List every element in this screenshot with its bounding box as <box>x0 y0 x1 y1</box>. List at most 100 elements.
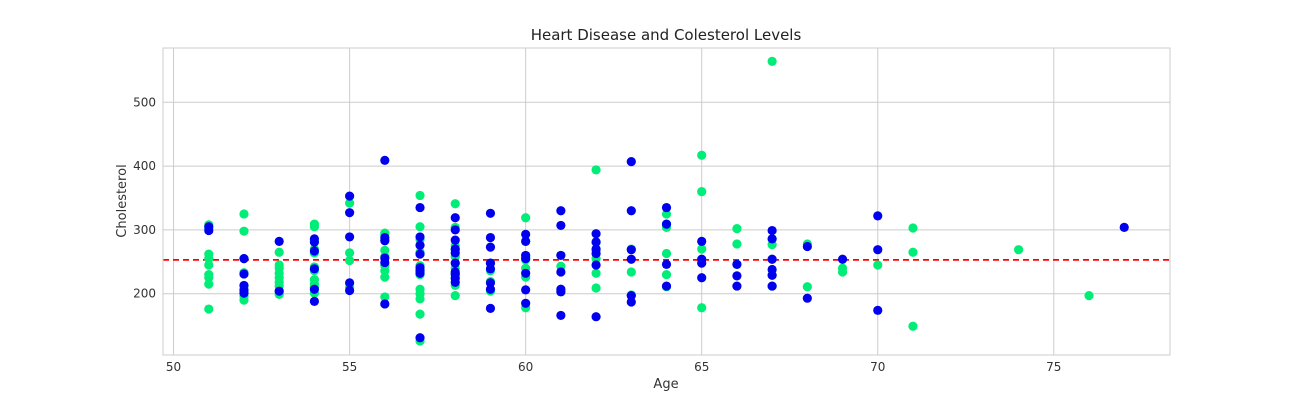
data-point <box>309 222 320 232</box>
data-point <box>697 187 707 197</box>
data-point <box>767 281 777 291</box>
data-point <box>415 268 425 278</box>
data-point <box>626 157 636 167</box>
data-point <box>380 245 390 255</box>
data-point <box>380 257 390 268</box>
data-point <box>274 286 284 296</box>
data-point <box>732 271 742 281</box>
data-point <box>802 241 812 252</box>
data-point <box>697 303 707 313</box>
x-tick-label: 60 <box>518 360 533 374</box>
data-point <box>485 303 496 314</box>
data-point <box>697 258 707 268</box>
data-point <box>274 247 284 257</box>
grid <box>163 48 1170 355</box>
data-point <box>661 269 672 280</box>
data-point <box>767 56 777 67</box>
data-point <box>661 202 672 213</box>
data-point <box>873 245 883 255</box>
data-point <box>239 254 249 264</box>
data-point <box>239 209 249 219</box>
data-point <box>521 236 531 246</box>
data-point <box>591 165 601 175</box>
data-point <box>556 220 566 231</box>
data-point <box>908 321 918 331</box>
data-point <box>309 264 320 274</box>
data-points <box>204 56 1129 346</box>
data-point <box>697 150 707 160</box>
data-point <box>521 229 531 239</box>
data-point <box>661 209 672 219</box>
data-point <box>485 208 496 218</box>
data-point <box>556 267 566 277</box>
data-point <box>204 279 214 289</box>
data-point <box>415 333 425 343</box>
data-point <box>380 236 390 246</box>
data-point <box>345 255 355 266</box>
data-point <box>626 267 636 277</box>
data-point <box>767 234 777 244</box>
data-point <box>485 278 496 288</box>
data-point <box>345 285 355 296</box>
x-tick-label: 65 <box>694 360 709 374</box>
data-point <box>556 206 566 216</box>
plot-frame <box>162 47 1171 356</box>
x-axis-label: Age <box>653 377 678 392</box>
data-point <box>345 278 355 288</box>
data-point <box>1119 222 1129 232</box>
data-point <box>450 213 460 223</box>
data-point <box>908 247 918 257</box>
data-point <box>873 211 883 221</box>
data-point <box>485 284 496 294</box>
data-point <box>450 235 460 245</box>
data-point <box>345 198 355 208</box>
y-tick-label: 300 <box>133 223 156 237</box>
data-point <box>380 299 390 309</box>
data-point <box>661 281 672 291</box>
data-point <box>415 294 425 304</box>
data-point <box>697 244 707 254</box>
data-point <box>380 272 390 282</box>
data-point <box>873 260 883 270</box>
data-point <box>204 304 214 314</box>
data-point <box>767 225 777 236</box>
data-point <box>345 191 355 201</box>
data-point <box>556 250 566 261</box>
data-point <box>521 213 531 223</box>
data-point <box>732 239 742 249</box>
data-point <box>239 226 249 236</box>
data-point <box>697 236 707 246</box>
data-point <box>450 291 460 301</box>
y-axis-label: Cholesterol <box>115 164 130 237</box>
y-tick-labels: 200 300 400 500 <box>133 95 156 300</box>
data-point <box>204 273 214 283</box>
data-point <box>591 229 601 239</box>
data-point <box>591 268 601 278</box>
data-point <box>802 293 812 303</box>
data-point <box>908 223 918 233</box>
data-point <box>837 254 848 264</box>
data-point <box>556 310 566 321</box>
data-point <box>380 292 390 302</box>
data-point <box>415 222 425 232</box>
data-point <box>415 249 425 259</box>
data-point <box>485 242 496 252</box>
data-point <box>591 260 601 270</box>
x-tick-label: 50 <box>166 360 181 374</box>
data-point <box>450 258 460 268</box>
data-point <box>345 248 355 258</box>
data-point <box>415 202 425 213</box>
data-point <box>309 284 320 294</box>
data-point <box>415 309 425 319</box>
chart-title: Heart Disease and Colesterol Levels <box>531 26 802 44</box>
y-tick-label: 200 <box>133 287 156 301</box>
data-point <box>274 236 284 246</box>
data-point <box>767 270 777 280</box>
data-point <box>415 232 425 242</box>
data-point <box>204 254 214 264</box>
data-point <box>626 245 636 255</box>
data-point <box>661 248 672 259</box>
data-point <box>1084 291 1094 301</box>
x-tick-labels: 50 55 60 65 70 75 <box>166 360 1062 374</box>
